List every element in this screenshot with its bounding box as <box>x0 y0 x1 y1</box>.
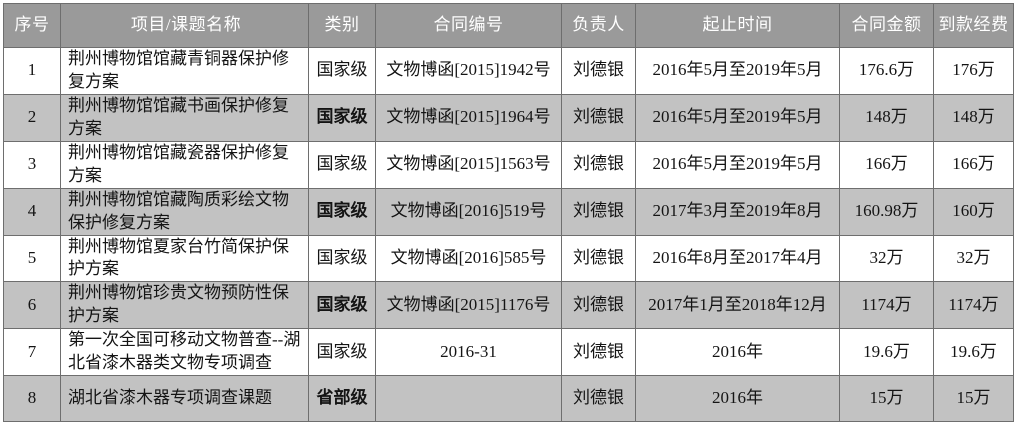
table-row: 5 荆州博物馆夏家台竹简保护保护方案 国家级 文物博函[2016]585号 刘德银 201… <box>3 234 1014 283</box>
cell-category: 国家级 <box>308 93 376 142</box>
cell-contract <box>375 375 562 423</box>
cell-amount: 1174万 <box>839 281 934 330</box>
cell-leader: 刘德银 <box>561 140 636 189</box>
cell-category: 国家级 <box>308 281 376 330</box>
cell-received: 15万 <box>933 375 1014 423</box>
cell-category: 省部级 <box>308 375 376 423</box>
cell-amount: 148万 <box>839 93 934 142</box>
cell-category: 国家级 <box>308 47 376 95</box>
cell-period: 2016年 <box>635 375 840 423</box>
cell-category: 国家级 <box>308 140 376 189</box>
column-header-period: 起止时间 <box>635 3 840 48</box>
cell-seq: 8 <box>3 375 61 423</box>
cell-period: 2017年3月至2019年8月 <box>635 187 840 236</box>
table-row: 4 荆州博物馆馆藏陶质彩绘文物保护修复方案 国家级 文物博函[2016]519号 刘德银… <box>3 187 1014 236</box>
table-row: 1 荆州博物馆馆藏青铜器保护修复方案 国家级 文物博函[2015]1942号 刘德银 20… <box>3 47 1014 95</box>
cell-contract: 文物博函[2015]1964号 <box>375 93 562 142</box>
cell-leader: 刘德银 <box>561 328 636 377</box>
cell-contract: 2016-31 <box>375 328 562 377</box>
cell-received: 166万 <box>933 140 1014 189</box>
cell-category: 国家级 <box>308 187 376 236</box>
cell-seq: 4 <box>3 187 61 236</box>
cell-leader: 刘德银 <box>561 281 636 330</box>
cell-amount: 15万 <box>839 375 934 423</box>
cell-period: 2016年5月至2019年5月 <box>635 140 840 189</box>
table-body: 1 荆州博物馆馆藏青铜器保护修复方案 国家级 文物博函[2015]1942号 刘德银 20… <box>3 47 1014 423</box>
cell-contract: 文物博函[2016]585号 <box>375 234 562 283</box>
cell-period: 2017年1月至2018年12月 <box>635 281 840 330</box>
cell-seq: 3 <box>3 140 61 189</box>
cell-received: 19.6万 <box>933 328 1014 377</box>
cell-category: 国家级 <box>308 328 376 377</box>
table-row: 7 第一次全国可移动文物普查--湖北省漆木器类文物专项调查 国家级 2016-31 刘德… <box>3 328 1014 377</box>
table-header-row: 序号 项目/课题名称 类别 合同编号 负责人 起止时间 合同金额 到款经费 <box>3 3 1014 48</box>
cell-contract: 文物博函[2016]519号 <box>375 187 562 236</box>
cell-name: 荆州博物馆馆藏书画保护修复方案 <box>60 93 309 142</box>
cell-category: 国家级 <box>308 234 376 283</box>
cell-name: 荆州博物馆珍贵文物预防性保护方案 <box>60 281 309 330</box>
cell-seq: 7 <box>3 328 61 377</box>
column-header-contract: 合同编号 <box>375 3 562 48</box>
cell-amount: 176.6万 <box>839 47 934 95</box>
cell-seq: 2 <box>3 93 61 142</box>
cell-seq: 6 <box>3 281 61 330</box>
cell-amount: 166万 <box>839 140 934 189</box>
cell-seq: 1 <box>3 47 61 95</box>
cell-leader: 刘德银 <box>561 375 636 423</box>
column-header-name: 项目/课题名称 <box>60 3 309 48</box>
cell-name: 第一次全国可移动文物普查--湖北省漆木器类文物专项调查 <box>60 328 309 377</box>
cell-leader: 刘德银 <box>561 187 636 236</box>
cell-name: 荆州博物馆馆藏瓷器保护修复方案 <box>60 140 309 189</box>
cell-name: 荆州博物馆夏家台竹简保护保护方案 <box>60 234 309 283</box>
column-header-received: 到款经费 <box>933 3 1014 48</box>
cell-period: 2016年5月至2019年5月 <box>635 93 840 142</box>
column-header-category: 类别 <box>308 3 376 48</box>
table-row: 3 荆州博物馆馆藏瓷器保护修复方案 国家级 文物博函[2015]1563号 刘德银 201… <box>3 140 1014 189</box>
cell-received: 148万 <box>933 93 1014 142</box>
cell-period: 2016年5月至2019年5月 <box>635 47 840 95</box>
cell-period: 2016年 <box>635 328 840 377</box>
cell-received: 160万 <box>933 187 1014 236</box>
cell-received: 1174万 <box>933 281 1014 330</box>
cell-received: 176万 <box>933 47 1014 95</box>
cell-contract: 文物博函[2015]1942号 <box>375 47 562 95</box>
cell-name: 湖北省漆木器专项调查课题 <box>60 375 309 423</box>
table-row: 6 荆州博物馆珍贵文物预防性保护方案 国家级 文物博函[2015]1176号 刘德银 20… <box>3 281 1014 330</box>
cell-contract: 文物博函[2015]1563号 <box>375 140 562 189</box>
cell-contract: 文物博函[2015]1176号 <box>375 281 562 330</box>
cell-amount: 32万 <box>839 234 934 283</box>
cell-leader: 刘德银 <box>561 93 636 142</box>
column-header-amount: 合同金额 <box>839 3 934 48</box>
cell-leader: 刘德银 <box>561 47 636 95</box>
cell-name: 荆州博物馆馆藏青铜器保护修复方案 <box>60 47 309 95</box>
cell-seq: 5 <box>3 234 61 283</box>
column-header-seq: 序号 <box>3 3 61 48</box>
cell-amount: 19.6万 <box>839 328 934 377</box>
cell-period: 2016年8月至2017年4月 <box>635 234 840 283</box>
table-row: 2 荆州博物馆馆藏书画保护修复方案 国家级 文物博函[2015]1964号 刘德银 201… <box>3 93 1014 142</box>
cell-amount: 160.98万 <box>839 187 934 236</box>
cell-name: 荆州博物馆馆藏陶质彩绘文物保护修复方案 <box>60 187 309 236</box>
cell-leader: 刘德银 <box>561 234 636 283</box>
table-row: 8 湖北省漆木器专项调查课题 省部级 刘德银 2016年 15万 15万 <box>3 375 1014 423</box>
column-header-leader: 负责人 <box>561 3 636 48</box>
cell-received: 32万 <box>933 234 1014 283</box>
